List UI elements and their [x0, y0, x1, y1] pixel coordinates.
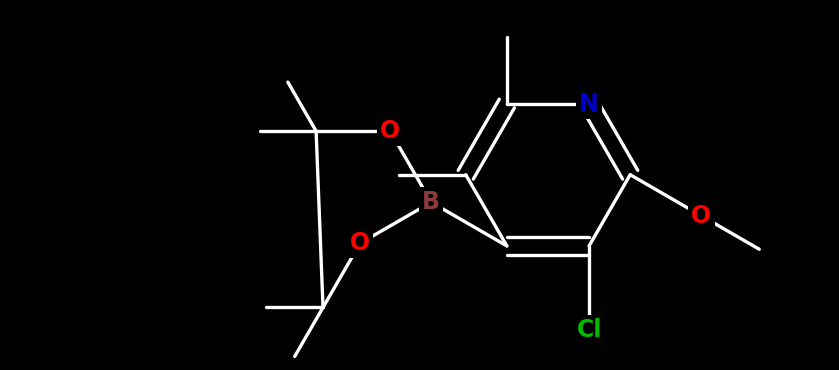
Text: N: N	[579, 91, 599, 115]
Text: O: O	[350, 231, 370, 255]
Text: B: B	[422, 190, 440, 214]
Text: Cl: Cl	[576, 318, 602, 342]
Text: O: O	[380, 119, 400, 143]
Text: O: O	[691, 204, 711, 228]
